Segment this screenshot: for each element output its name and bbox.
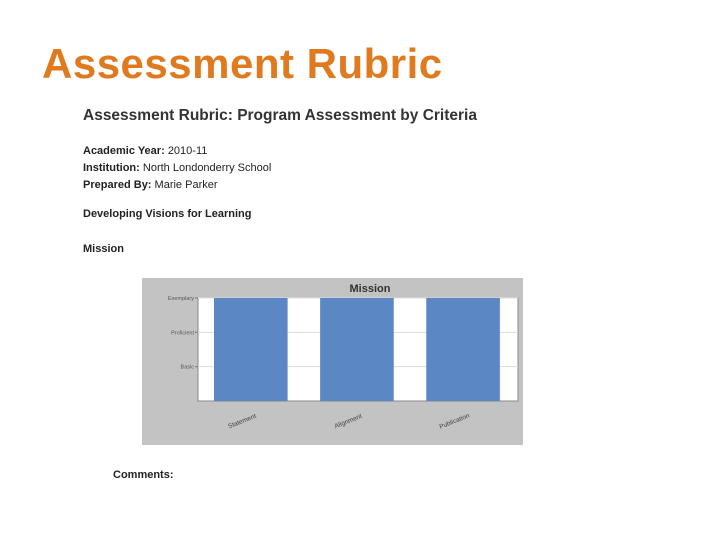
comments-label: Comments: [113,469,174,481]
x-tick-label: Statement [227,413,257,431]
institution-value: North Londonderry School [142,162,272,174]
document-metadata: Academic Year: 2010-11 Institution: Nort… [83,143,271,194]
prepared-by-label: Prepared By: [83,179,152,191]
bar-publication [426,298,500,401]
bar-alignment [320,298,394,401]
chart-canvas: Mission Basic Proficient Exemplary Statement… [168,283,519,431]
x-tick-label: Alignment [334,413,364,430]
y-tick-label: Basic [181,365,195,371]
institution-row: Institution: North Londonderry School [83,160,271,177]
chart-title: Mission [350,283,391,295]
section-heading: Developing Visions for Learning [83,208,252,220]
prepared-by-value: Marie Parker [154,179,218,191]
institution-label: Institution: [83,162,140,174]
prepared-by-row: Prepared By: Marie Parker [83,177,271,194]
bar-statement [214,298,288,401]
mission-chart: Mission Basic Proficient Exemplary Statement… [142,278,523,445]
document-title: Assessment Rubric: Program Assessment by… [83,107,477,124]
academic-year-value: 2010-11 [167,145,208,157]
x-tick-label: Publication [438,412,470,431]
slide-title: Assessment Rubric [42,40,443,87]
academic-year-row: Academic Year: 2010-11 [83,143,271,160]
subsection-heading: Mission [83,243,124,255]
y-tick-label: Proficient [171,330,194,336]
y-tick-label: Exemplary [168,296,194,302]
academic-year-label: Academic Year: [83,145,165,157]
